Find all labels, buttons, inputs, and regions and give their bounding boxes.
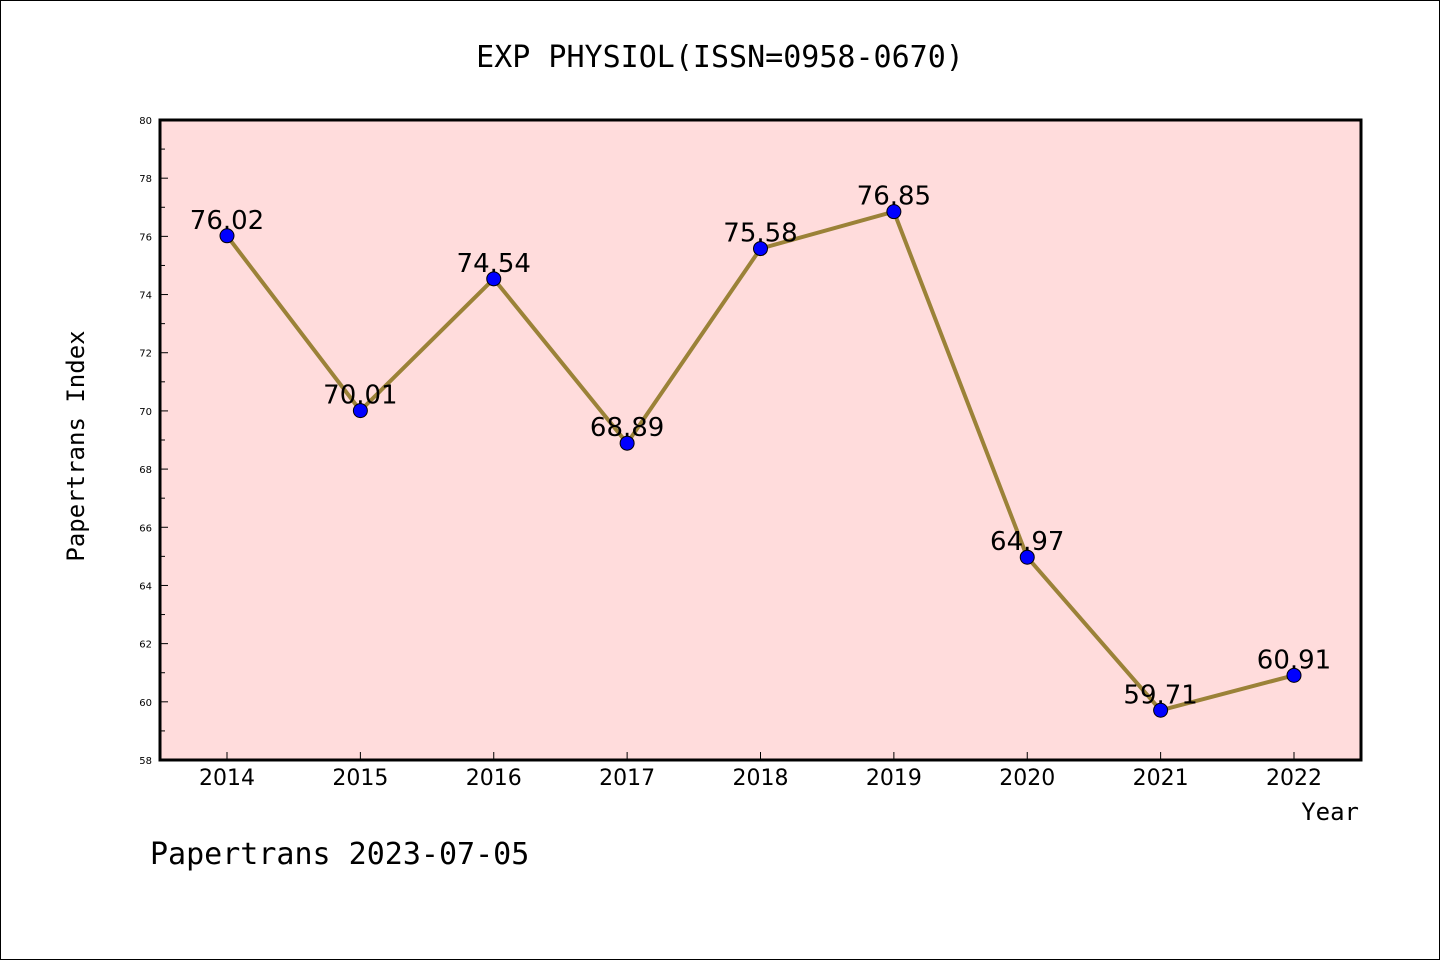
x-tick-label: 2016 xyxy=(466,766,522,791)
y-axis-label: Papertrans Index xyxy=(62,330,90,561)
data-point xyxy=(1286,667,1302,683)
y-tick-label: 62 xyxy=(139,640,152,651)
data-point xyxy=(1019,549,1035,565)
data-label: 76.02 xyxy=(190,206,264,236)
x-tick-label: 2021 xyxy=(1133,766,1189,791)
data-point xyxy=(886,204,902,220)
x-tick-label: 2022 xyxy=(1266,766,1322,791)
data-label: 59.71 xyxy=(1123,680,1197,710)
x-tick-label: 2018 xyxy=(733,766,789,791)
data-label: 68.89 xyxy=(590,413,664,443)
y-tick-label: 80 xyxy=(139,116,152,127)
footer-text: Papertrans 2023-07-05 xyxy=(150,837,529,872)
data-label: 60.91 xyxy=(1257,645,1331,675)
x-tick-label: 2017 xyxy=(599,766,655,791)
y-tick-label: 74 xyxy=(139,291,152,302)
y-tick-label: 72 xyxy=(139,349,152,360)
x-tick-label: 2014 xyxy=(199,766,255,791)
x-tick-label: 2019 xyxy=(866,766,922,791)
x-tick-label: 2020 xyxy=(999,766,1055,791)
data-label: 70.01 xyxy=(323,381,397,411)
chart-title: EXP PHYSIOL(ISSN=0958-0670) xyxy=(476,40,964,75)
y-tick-label: 66 xyxy=(139,523,152,534)
data-point xyxy=(352,403,368,419)
data-point xyxy=(753,241,768,257)
y-tick-label: 68 xyxy=(139,465,152,476)
y-tick-label: 70 xyxy=(139,407,152,418)
data-point xyxy=(219,228,235,244)
x-axis: 2014 2015 2016 2017 2018 2019 2020 2021 2022 xyxy=(199,752,1322,791)
data-point xyxy=(619,435,635,451)
series-markers xyxy=(219,204,1302,718)
plot-area xyxy=(158,118,1363,762)
data-point xyxy=(486,271,502,287)
y-axis: 58 60 62 64 66 68 70 72 74 76 78 80 xyxy=(139,116,168,767)
y-tick-label: 64 xyxy=(139,581,152,592)
data-label: 74.54 xyxy=(457,249,531,279)
data-point xyxy=(1153,702,1169,718)
y-tick-label: 58 xyxy=(139,756,152,767)
y-tick-label: 78 xyxy=(139,174,152,185)
x-tick-label: 2015 xyxy=(332,766,388,791)
data-labels: 76.02 70.01 74.54 68.89 75.58 76.85 64.97 59.71… xyxy=(190,182,1331,711)
y-tick-label: 60 xyxy=(139,698,152,709)
data-label: 76.85 xyxy=(857,182,931,212)
y-tick-label: 76 xyxy=(139,232,152,243)
data-label: 64.97 xyxy=(990,527,1064,557)
x-axis-label: Year xyxy=(1301,798,1359,826)
data-label: 75.58 xyxy=(723,219,797,249)
